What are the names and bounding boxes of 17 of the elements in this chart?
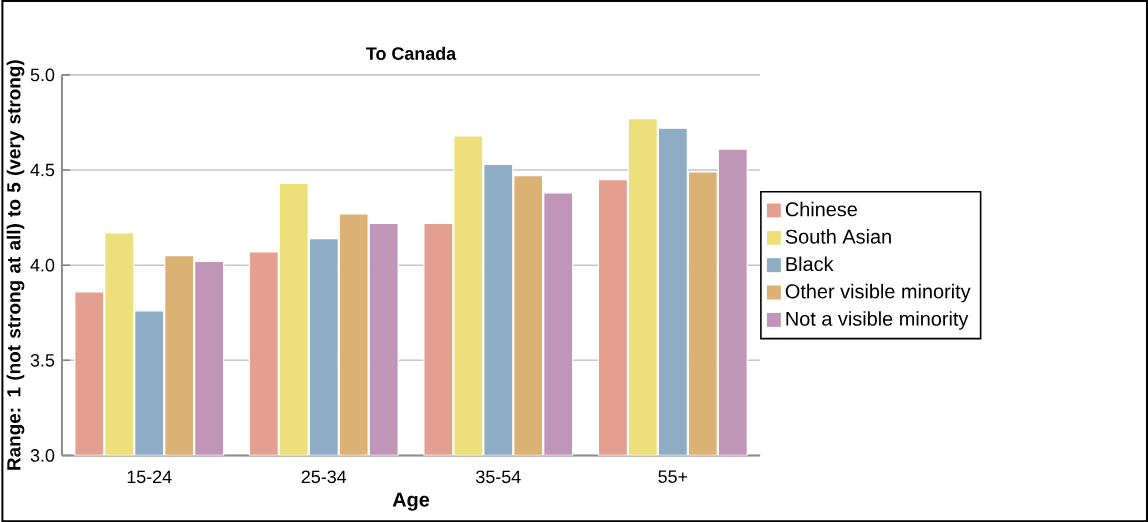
legend-label: Not a visible minority (786, 311, 969, 330)
y-tick-label: 3.5 (30, 353, 55, 367)
legend-label: Chinese (785, 201, 857, 217)
legend-label: South Asian (785, 228, 891, 244)
legend-label: Other visible minority (785, 283, 971, 303)
chart-title: To Canada (366, 46, 457, 60)
y-tick-label: 4.0 (30, 258, 55, 272)
y-tick-label: 3.0 (30, 448, 55, 462)
x-tick-label: 15-24 (127, 470, 172, 483)
x-tick-label: 25-34 (301, 470, 347, 483)
x-tick-label: 35-54 (476, 470, 521, 483)
legend-label: Black (786, 256, 834, 271)
x-axis-title: Age (392, 492, 430, 511)
x-tick-label: 55+ (658, 470, 688, 483)
y-tick-label: 5.0 (30, 68, 55, 82)
y-axis-title: Range: 1 (not strong at all) to 5 (very strong) (6, 60, 25, 470)
y-tick-label: 4.5 (30, 163, 55, 177)
